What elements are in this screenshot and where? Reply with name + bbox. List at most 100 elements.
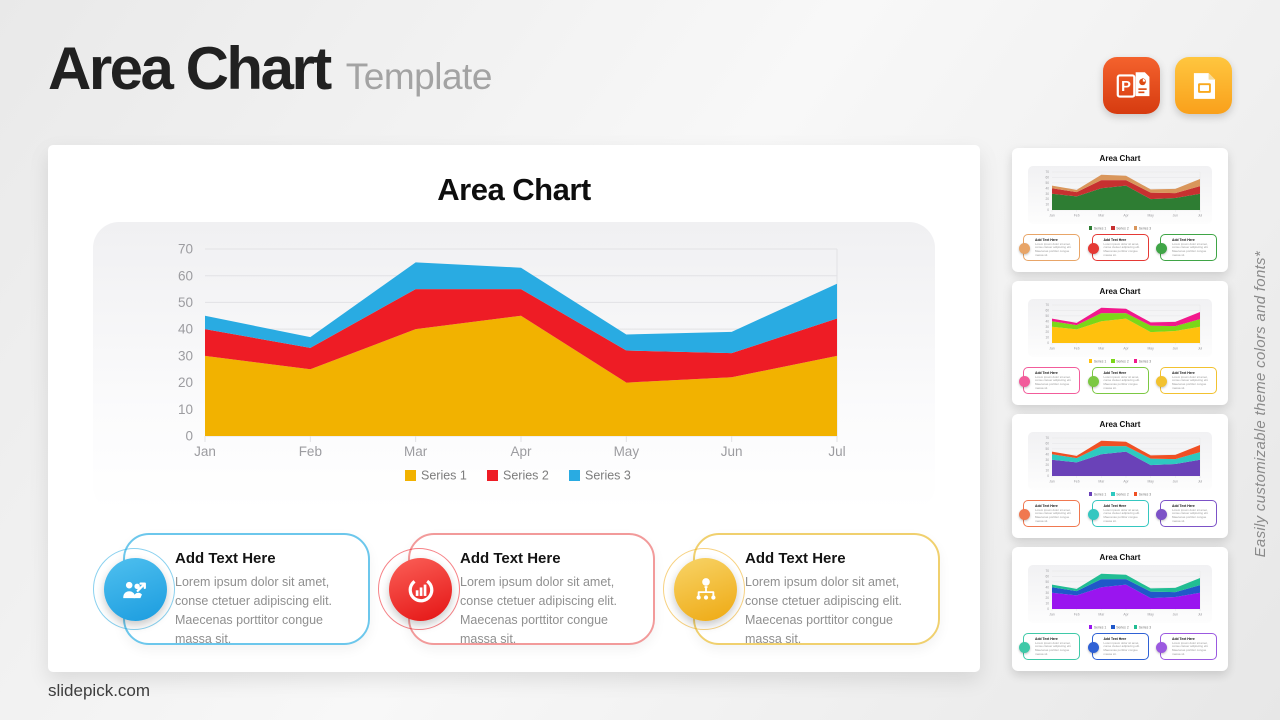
- svg-text:10: 10: [1045, 469, 1049, 473]
- thumb-card-icon: [1087, 242, 1099, 254]
- svg-text:Mar: Mar: [404, 444, 428, 459]
- thumb-card-title: Add Text Here: [1103, 503, 1127, 508]
- svg-text:Feb: Feb: [1074, 347, 1080, 351]
- thumb-card-icon: [1087, 641, 1099, 653]
- thumb-card-body: Lorem ipsum dolor sit amet, conse ctetue…: [1103, 241, 1140, 258]
- thumb-text-card: Add Text Here Lorem ipsum dolor sit amet…: [1156, 632, 1217, 660]
- svg-text:Feb: Feb: [1074, 480, 1080, 484]
- thumb-cards-row: Add Text Here Lorem ipsum dolor sit amet…: [1012, 632, 1228, 660]
- pie-chart-glyph: [408, 577, 433, 602]
- svg-text:Jul: Jul: [1198, 480, 1203, 484]
- svg-text:Apr: Apr: [1123, 613, 1129, 617]
- thumb-card-title: Add Text Here: [1103, 370, 1127, 375]
- legend-dot: [1111, 359, 1115, 363]
- svg-text:May: May: [1147, 347, 1154, 351]
- thumb-card-icon: [1019, 641, 1030, 653]
- thumb-legend-item: Series 2: [1111, 359, 1129, 364]
- svg-text:Apr: Apr: [1123, 347, 1129, 351]
- thumb-legend-item: Series 3: [1133, 492, 1151, 497]
- text-card-3-icon: [663, 548, 747, 632]
- svg-text:40: 40: [1045, 186, 1049, 190]
- svg-text:70: 70: [1045, 569, 1049, 573]
- icon-ring: [378, 548, 460, 630]
- svg-text:May: May: [1147, 613, 1154, 617]
- svg-text:Mar: Mar: [1098, 480, 1105, 484]
- thumb-card-icon: [1156, 641, 1167, 653]
- thumb-text-card: Add Text Here Lorem ipsum dolor sit amet…: [1087, 233, 1149, 261]
- svg-text:Jun: Jun: [1173, 480, 1179, 484]
- svg-text:20: 20: [1045, 330, 1049, 334]
- svg-text:Jan: Jan: [1049, 347, 1055, 351]
- thumb-card-icon: [1019, 375, 1030, 387]
- svg-text:May: May: [1147, 214, 1154, 218]
- thumb-card-title: Add Text Here: [1035, 370, 1058, 375]
- svg-text:Jan: Jan: [1049, 480, 1055, 484]
- legend-dot: [1088, 625, 1093, 629]
- svg-text:70: 70: [1045, 436, 1049, 440]
- org-idea-icon: [674, 558, 737, 621]
- thumb-card-title: Add Text Here: [1172, 237, 1195, 242]
- thumb-text-card: Add Text Here Lorem ipsum dolor sit amet…: [1019, 632, 1080, 660]
- svg-text:10: 10: [1045, 602, 1049, 606]
- svg-text:Jul: Jul: [1198, 613, 1203, 617]
- svg-text:Jul: Jul: [1198, 347, 1203, 351]
- svg-text:50: 50: [1045, 181, 1049, 185]
- slide-canvas: Area Chart 0 10 20 30 40 50 60 70 Jan Feb Mar Apr Ma…: [48, 145, 980, 672]
- thumb-legend-item: Series 3: [1133, 359, 1151, 364]
- powerpoint-icon[interactable]: P: [1103, 57, 1160, 114]
- google-slides-icon[interactable]: [1175, 57, 1232, 114]
- powerpoint-glyph: P: [1116, 71, 1149, 98]
- svg-text:Jul: Jul: [1198, 214, 1203, 218]
- thumb-legend: Series 1 Series 2 Series 3: [1012, 359, 1228, 364]
- svg-text:30: 30: [1045, 192, 1049, 196]
- thumb-chart-panel: 0 10 20 30 40 50 60 70 Jan Feb Mar Apr May Jun Jul: [1028, 432, 1212, 490]
- thumb-card-icon: [1087, 375, 1099, 387]
- svg-text:10: 10: [1045, 203, 1049, 207]
- text-card-2: Add Text Here Lorem ipsum dolor sit amet…: [378, 533, 655, 646]
- thumb-card-icon: [1156, 242, 1167, 254]
- svg-text:Jan: Jan: [194, 444, 216, 459]
- site-footer: slidepick.com: [48, 681, 151, 700]
- thumb-card-body: Lorem ipsum dolor sit amet, conse ctetue…: [1103, 374, 1140, 391]
- legend-dot: [1088, 359, 1093, 363]
- slide-thumbnail-1[interactable]: Area Chart 0 10 20 30 40 50 60 70 Jan Feb Mar Apr Ma…: [1012, 148, 1228, 272]
- slide-title: Area Chart: [437, 172, 591, 207]
- slide-thumbnail-4[interactable]: Area Chart 0 10 20 30 40 50 60 70 Jan Feb Mar Apr Ma…: [1012, 547, 1228, 671]
- thumb-card-body: Lorem ipsum dolor sit amet, conse ctetue…: [1172, 640, 1209, 657]
- svg-text:40: 40: [1045, 585, 1049, 589]
- svg-text:50: 50: [1045, 447, 1049, 451]
- thumb-card-icon: [1156, 375, 1167, 387]
- thumb-card-body: Lorem ipsum dolor sit amet, conse ctetue…: [1035, 241, 1072, 258]
- svg-text:10: 10: [178, 402, 193, 417]
- svg-text:Apr: Apr: [510, 444, 532, 459]
- main-area-chart: 0 10 20 30 40 50 60 70 Jan Feb Mar Apr May Jun Jul Seri…: [178, 242, 846, 483]
- svg-text:Mar: Mar: [1098, 214, 1105, 218]
- legend-dot: [1111, 226, 1115, 230]
- slide-thumbnail-2[interactable]: Area Chart 0 10 20 30 40 50 60 70 Jan Feb Mar Apr Ma…: [1012, 281, 1228, 405]
- thumb-card-body: Lorem ipsum dolor sit amet, conse ctetue…: [1035, 374, 1072, 391]
- thumb-cards-row: Add Text Here Lorem ipsum dolor sit amet…: [1012, 366, 1228, 394]
- svg-text:50: 50: [1045, 314, 1049, 318]
- thumb-text-card: Add Text Here Lorem ipsum dolor sit amet…: [1019, 499, 1080, 527]
- thumb-card-title: Add Text Here: [1035, 503, 1058, 508]
- svg-text:Feb: Feb: [299, 444, 322, 459]
- thumb-card-body: Lorem ipsum dolor sit amet, conse ctetue…: [1172, 507, 1209, 524]
- thumb-card-title: Add Text Here: [1103, 636, 1127, 641]
- card-title: Add Text Here: [745, 550, 846, 567]
- thumb-text-card: Add Text Here Lorem ipsum dolor sit amet…: [1087, 632, 1149, 660]
- card-body: Lorem ipsum dolor sit amet, conse ctetue…: [745, 575, 903, 646]
- icon-ring: [93, 548, 175, 630]
- legend-dot: [1111, 625, 1115, 629]
- svg-text:0: 0: [1047, 341, 1049, 345]
- svg-text:Series 2: Series 2: [503, 469, 549, 483]
- svg-text:Jun: Jun: [1173, 613, 1179, 617]
- team-growth-glyph: [122, 581, 146, 598]
- svg-text:60: 60: [1045, 176, 1049, 180]
- svg-text:Jan: Jan: [1049, 214, 1055, 218]
- thumb-card-icon: [1019, 508, 1030, 520]
- slide-thumbnail-3[interactable]: Area Chart 0 10 20 30 40 50 60 70 Jan Feb Mar Apr Ma…: [1012, 414, 1228, 538]
- thumb-card-title: Add Text Here: [1172, 370, 1195, 375]
- thumb-card-title: Add Text Here: [1172, 636, 1195, 641]
